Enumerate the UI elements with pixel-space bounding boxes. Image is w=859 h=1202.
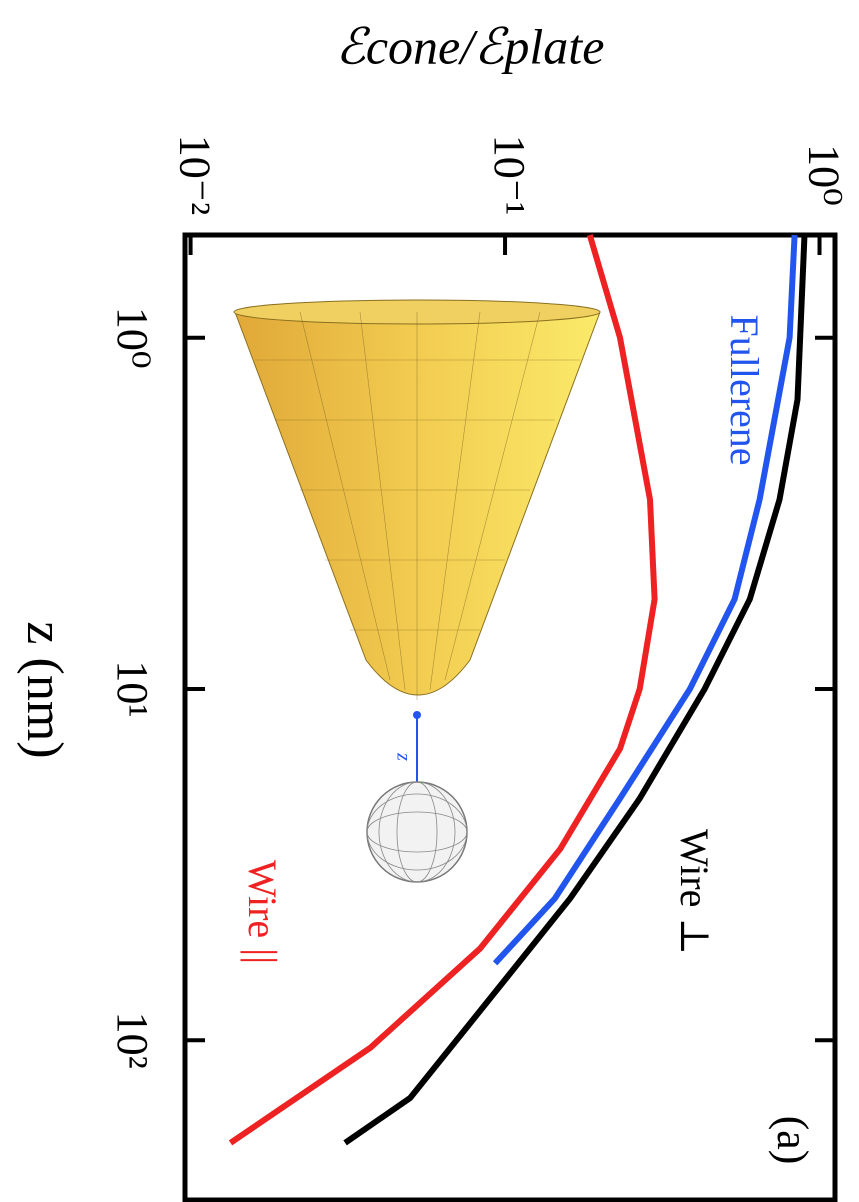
distance-end [413,711,421,719]
series-label: Wire ⊥ [672,829,717,955]
x-tick-label: 10⁰ [108,307,157,369]
x-tick-label: 10¹ [108,660,157,717]
x-tick-label: 10² [108,1012,157,1069]
panel-label: (a) [768,1116,817,1165]
series-label: Fullerene [722,314,767,465]
chart: 10⁰ 10¹ 10² 10⁻² 10⁻¹ 10⁰ z (nm) ℰcone/ℰplate Fu… [0,0,859,1202]
series-label: Wire || [240,860,285,964]
fullerene-sphere [367,782,467,882]
y-tick-label: 10⁰ [799,144,848,206]
y-tick-label: 10⁻² [170,135,219,215]
inset-illustration [234,300,600,882]
y-axis-label: ℰcone/ℰplate [336,18,605,74]
y-tick-label: 10⁻¹ [485,135,534,215]
cone [235,312,600,695]
x-axis-label: z (nm) [16,621,73,758]
distance-label: z [392,752,414,761]
